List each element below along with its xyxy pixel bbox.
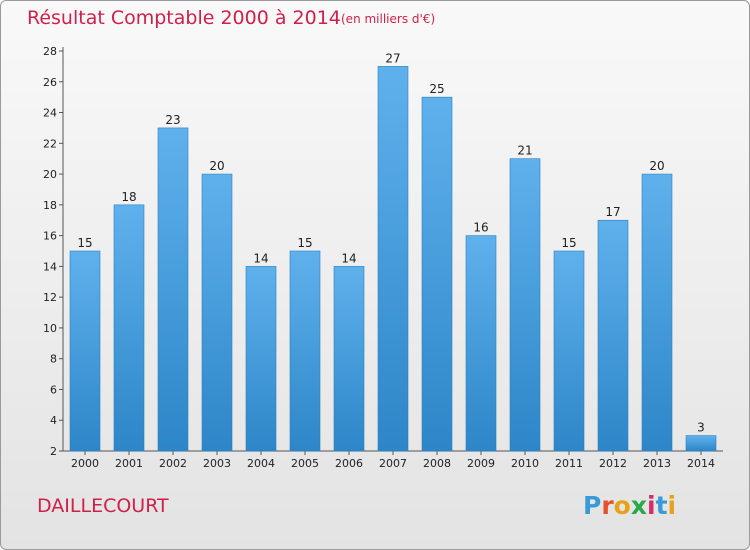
data-label: 20: [649, 159, 664, 173]
bar-2004[interactable]: [245, 266, 277, 452]
logo-letter: P: [583, 491, 602, 520]
x-tick-label: 2004: [247, 457, 275, 470]
logo-letter: t: [655, 491, 668, 520]
y-tick-label: 18: [43, 199, 57, 212]
x-tick-label: 2008: [423, 457, 451, 470]
data-label: 14: [253, 251, 268, 265]
x-tick-label: 2013: [643, 457, 671, 470]
chart-labels: 2000 15 2001 18 2002 23 2003 20 2004 14 2005 15 2006…: [71, 51, 715, 470]
x-tick-label: 2000: [71, 457, 99, 470]
bar-2000[interactable]: [69, 250, 101, 452]
y-tick-label: 4: [50, 414, 57, 427]
data-label: 17: [605, 205, 620, 219]
data-label: 18: [121, 190, 136, 204]
y-tick-label: 2: [50, 445, 57, 458]
y-tick-label: 12: [43, 291, 57, 304]
logo-letter: o: [613, 491, 631, 520]
bar-2003[interactable]: [201, 173, 233, 452]
y-tick-label: 14: [43, 260, 57, 273]
bar-2012[interactable]: [597, 219, 629, 452]
commune-name: DAILLECOURT: [37, 495, 169, 517]
logo-letter: r: [601, 491, 614, 520]
bar-2010[interactable]: [509, 158, 541, 452]
bar-2008[interactable]: [421, 96, 453, 452]
bar-2013[interactable]: [641, 173, 673, 452]
data-label: 23: [165, 113, 180, 127]
x-tick-label: 2003: [203, 457, 231, 470]
data-label: 3: [697, 421, 705, 435]
bar-2006[interactable]: [333, 266, 365, 452]
x-tick-label: 2011: [555, 457, 583, 470]
bar-2002[interactable]: [157, 127, 189, 452]
logo-letter: i: [667, 491, 677, 520]
y-tick-label: 28: [43, 45, 57, 58]
y-tick-label: 24: [43, 107, 57, 120]
data-label: 16: [473, 221, 488, 235]
chart-title: Résultat Comptable 2000 à 2014: [27, 7, 341, 29]
x-tick-label: 2001: [115, 457, 143, 470]
x-tick-label: 2005: [291, 457, 319, 470]
bar-2005[interactable]: [289, 250, 321, 452]
x-tick-label: 2014: [687, 457, 715, 470]
data-label: 25: [429, 82, 444, 96]
logo-letter: x: [630, 491, 647, 520]
data-label: 15: [561, 236, 576, 250]
data-label: 15: [77, 236, 92, 250]
data-label: 15: [297, 236, 312, 250]
bar-2009[interactable]: [465, 235, 497, 452]
x-tick-label: 2007: [379, 457, 407, 470]
proxiti-logo[interactable]: Proxiti: [583, 491, 676, 520]
x-tick-label: 2002: [159, 457, 187, 470]
data-label: 27: [385, 51, 400, 65]
y-tick-label: 20: [43, 168, 57, 181]
chart-bars: [69, 66, 717, 452]
y-tick-label: 22: [43, 137, 57, 150]
data-label: 21: [517, 144, 532, 158]
data-label: 20: [209, 159, 224, 173]
x-tick-label: 2010: [511, 457, 539, 470]
data-label: 14: [341, 251, 356, 265]
bar-2014[interactable]: [685, 435, 717, 452]
bar-2011[interactable]: [553, 250, 585, 452]
bar-2007[interactable]: [377, 66, 409, 452]
y-tick-label: 26: [43, 76, 57, 89]
logo-letter: i: [647, 491, 656, 520]
x-tick-label: 2012: [599, 457, 627, 470]
chart-subtitle: (en milliers d'€): [341, 12, 436, 26]
bar-2001[interactable]: [113, 204, 145, 452]
x-tick-label: 2009: [467, 457, 495, 470]
y-tick-label: 16: [43, 230, 57, 243]
y-tick-label: 10: [43, 322, 57, 335]
y-tick-label: 6: [50, 383, 57, 396]
x-tick-label: 2006: [335, 457, 363, 470]
y-tick-label: 8: [50, 353, 57, 366]
